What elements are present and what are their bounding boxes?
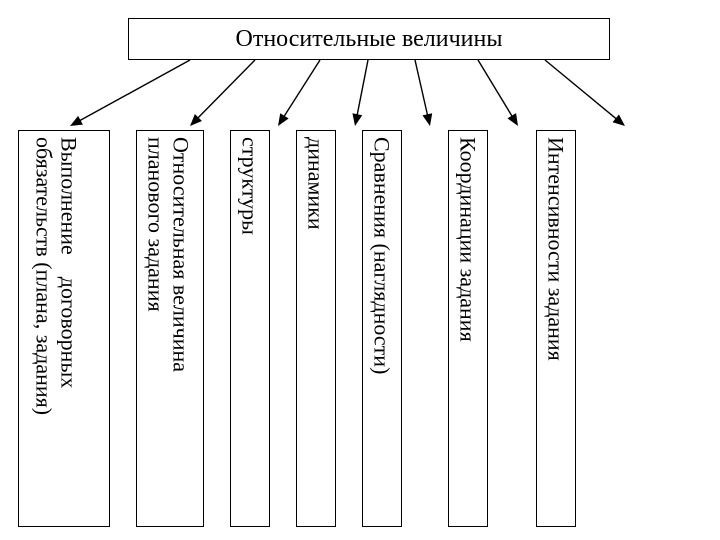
leaf-intensity-label: Интенсивности задания: [543, 137, 568, 361]
leaf-comparison-label: Сравнения (наглядности): [369, 137, 394, 374]
leaf-dynamics: динамики: [296, 130, 336, 527]
leaf-dynamics-label: динамики: [303, 137, 328, 230]
leaf-plan-value: Относительная величина планового задания: [136, 130, 204, 527]
title-box: Относительные величины: [128, 18, 610, 60]
arrow-shaft-2: [282, 60, 320, 120]
leaf-intensity: Интенсивности задания: [536, 130, 576, 527]
arrow-head-1: [190, 114, 202, 126]
arrow-head-5: [508, 113, 518, 126]
arrow-shaft-6: [545, 60, 619, 121]
arrow-shaft-5: [478, 60, 514, 120]
arrow-shaft-0: [76, 60, 190, 123]
leaf-fulfillment-label: Выполнение договорных обязательств (план…: [31, 137, 82, 415]
leaf-structure-label: структуры: [237, 137, 262, 235]
leaf-structure: структуры: [230, 130, 270, 527]
arrow-shaft-1: [195, 60, 255, 121]
arrow-head-0: [70, 116, 83, 126]
diagram-canvas: Относительные величины Интенсивности зад…: [0, 0, 720, 540]
arrow-head-6: [613, 115, 625, 126]
arrow-head-2: [278, 113, 289, 126]
arrow-head-4: [422, 113, 432, 126]
arrow-shaft-4: [415, 60, 428, 119]
leaf-comparison: Сравнения (наглядности): [362, 130, 402, 527]
arrow-head-3: [352, 113, 362, 126]
leaf-plan-value-label: Относительная величина планового задания: [143, 137, 194, 372]
leaf-coordination: Координации задания: [448, 130, 488, 527]
leaf-fulfillment: Выполнение договорных обязательств (план…: [18, 130, 110, 527]
leaf-coordination-label: Координации задания: [455, 137, 480, 342]
arrow-shaft-3: [356, 60, 368, 119]
title-text: Относительные величины: [236, 26, 503, 53]
